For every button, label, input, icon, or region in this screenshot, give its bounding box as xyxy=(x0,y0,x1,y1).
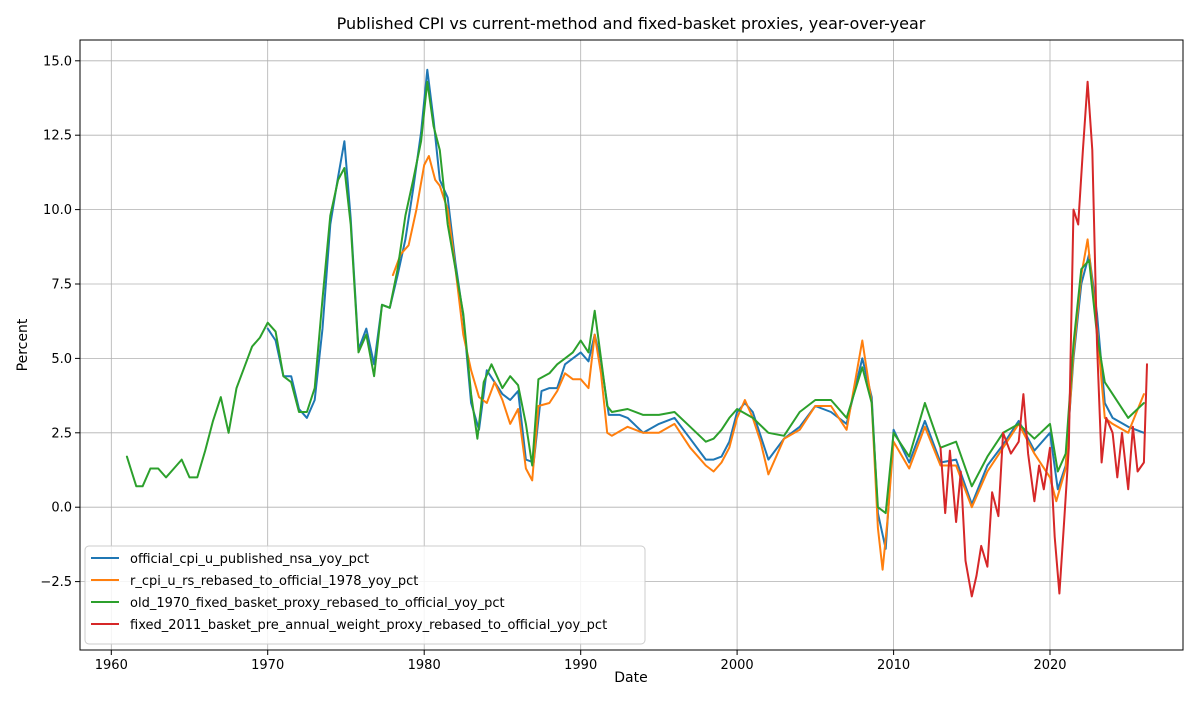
y-tick-label: 10.0 xyxy=(43,203,72,218)
legend-label: old_1970_fixed_basket_proxy_rebased_to_o… xyxy=(130,596,505,611)
legend-box xyxy=(84,545,646,645)
y-tick-label: 0.0 xyxy=(51,501,72,516)
legend-label: official_cpi_u_published_nsa_yoy_pct xyxy=(130,552,369,567)
legend: official_cpi_u_published_nsa_yoy_pct r_cp… xyxy=(84,545,646,645)
x-tick-label: 1960 xyxy=(95,658,128,673)
axis-ticks: 1960 1970 1980 1990 2000 2010 2020 −2.5 0.0 2.5 5.… xyxy=(40,54,1066,673)
y-axis-label: Percent xyxy=(15,318,31,371)
legend-label: fixed_2011_basket_pre_annual_weight_prox… xyxy=(130,618,607,633)
plot-frame xyxy=(79,39,1184,651)
x-tick-label: 1980 xyxy=(408,658,441,673)
chart-title: Published CPI vs current-method and fixe… xyxy=(337,14,926,33)
x-tick-label: 2010 xyxy=(877,658,910,673)
x-tick-label: 1970 xyxy=(251,658,284,673)
y-tick-label: −2.5 xyxy=(40,575,72,590)
x-axis-label: Date xyxy=(614,670,647,686)
series-line-2 xyxy=(391,155,1145,571)
x-tick-label: 2000 xyxy=(721,658,754,673)
x-tick-label: 2020 xyxy=(1033,658,1066,673)
series-lines xyxy=(125,68,1148,598)
y-tick-label: 12.5 xyxy=(43,129,72,144)
series-line-3 xyxy=(125,80,1145,515)
y-tick-label: 15.0 xyxy=(43,54,72,69)
y-tick-label: 5.0 xyxy=(51,352,72,367)
y-tick-label: 2.5 xyxy=(51,426,72,441)
legend-items: official_cpi_u_published_nsa_yoy_pct r_cp… xyxy=(91,552,607,633)
legend-label: r_cpi_u_rs_rebased_to_official_1978_yoy_… xyxy=(130,574,418,589)
x-tick-label: 1990 xyxy=(564,658,597,673)
series-line-4 xyxy=(939,80,1148,598)
y-tick-label: 7.5 xyxy=(51,278,72,293)
